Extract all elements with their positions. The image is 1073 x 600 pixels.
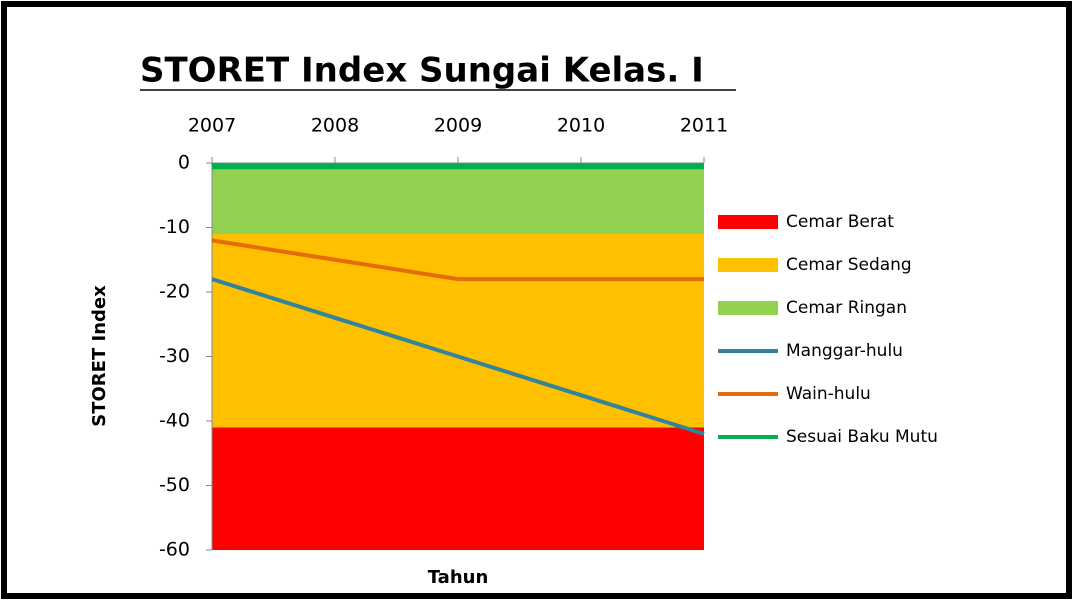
x-tick-label: 2008 — [311, 115, 359, 137]
area — [212, 233, 704, 428]
legend-label: Wain-hulu — [786, 384, 871, 404]
legend-label: Cemar Sedang — [786, 255, 912, 275]
y-tick-label: -20 — [159, 281, 190, 303]
area — [212, 163, 704, 234]
y-tick-label: -40 — [159, 410, 190, 432]
legend-swatch — [718, 258, 778, 272]
legend-label: Manggar-hulu — [786, 341, 903, 361]
line — [211, 238, 704, 282]
y-tick-label: -50 — [159, 474, 190, 496]
chart-title: STORET Index Sungai Kelas. I — [140, 51, 704, 91]
x-tick-label: 2010 — [557, 115, 605, 137]
line — [211, 277, 705, 436]
y-axis-label: STORET Index — [89, 285, 110, 427]
legend-label: Cemar Berat — [786, 212, 894, 232]
x-tick-label: 2011 — [680, 115, 728, 137]
area — [212, 427, 704, 550]
x-axis-label: Tahun — [428, 567, 489, 588]
legend-label: Sesuai Baku Mutu — [786, 427, 938, 447]
y-tick-label: -60 — [159, 539, 190, 561]
x-tick-label: 2007 — [188, 115, 236, 137]
y-tick-label: 0 — [178, 152, 190, 174]
legend-swatch — [718, 301, 778, 315]
legend-label: Cemar Ringan — [786, 298, 907, 318]
y-tick-label: -30 — [159, 345, 190, 367]
x-tick-label: 2009 — [434, 115, 482, 137]
legend-swatch — [718, 215, 778, 229]
y-tick-label: -10 — [159, 216, 190, 238]
